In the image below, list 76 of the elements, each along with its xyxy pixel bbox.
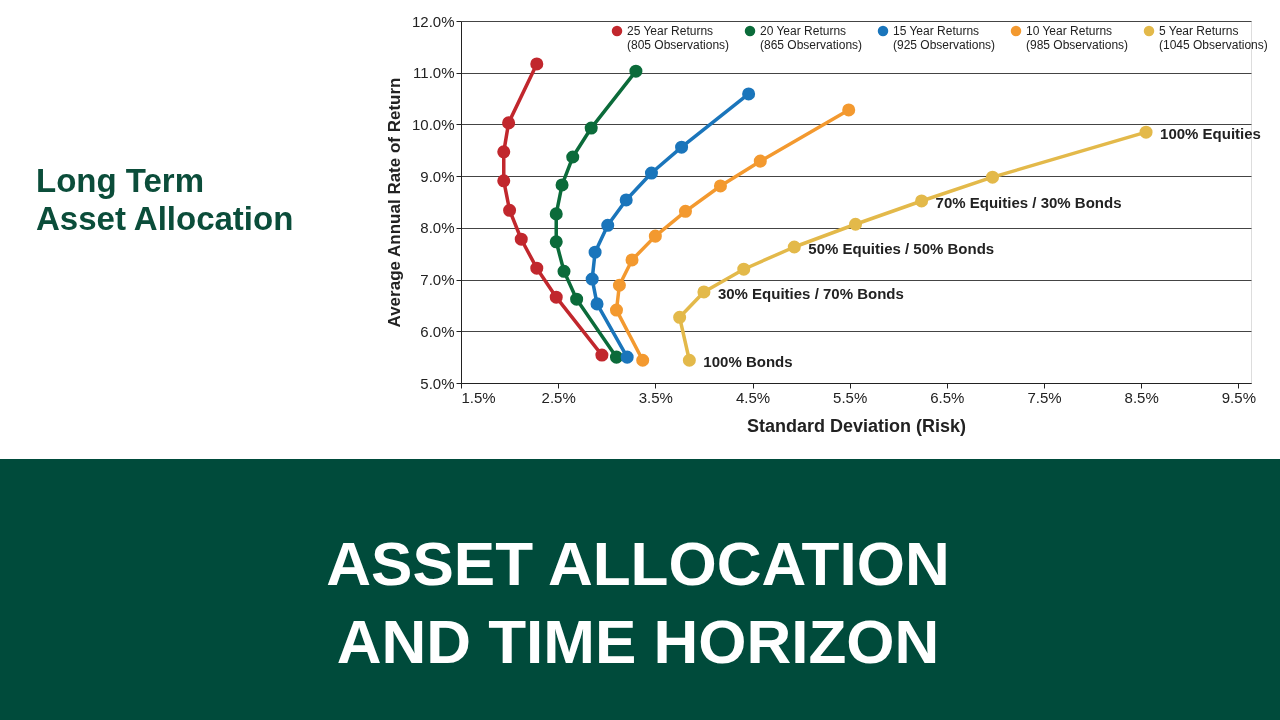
annotation: 70% Equities / 30% Bonds: [935, 193, 1122, 211]
point: [497, 145, 511, 159]
point: [612, 278, 626, 292]
legend-label: 10 Year Returns (985 Observations): [1026, 24, 1129, 52]
point: [682, 353, 696, 367]
x-tick-label: 3.5%: [638, 388, 673, 406]
point: [497, 174, 511, 188]
point: [514, 232, 528, 246]
x-axis-title: Standard Deviation (Risk): [746, 415, 967, 436]
point: [842, 103, 856, 117]
point: [629, 64, 643, 78]
point: [644, 166, 658, 180]
y-tick-label: 9.0%: [420, 167, 455, 185]
point: [590, 297, 604, 311]
point: [753, 154, 767, 168]
annotation: 100% Equities: [1160, 125, 1261, 143]
point: [673, 310, 687, 324]
x-tick-label: 6.5%: [930, 388, 965, 406]
x-tick-label: 9.5%: [1221, 388, 1256, 406]
annotation: 30% Equities / 70% Bonds: [717, 284, 904, 302]
point: [619, 193, 633, 207]
point: [737, 262, 751, 276]
point: [555, 178, 569, 192]
point: [609, 350, 623, 364]
y-tick-label: 8.0%: [420, 219, 455, 237]
text: ASSET ALLOCATION AND TIME HORIZON: [326, 529, 950, 676]
x-tick-label: 1.5%: [461, 388, 496, 406]
y-tick-label: 6.0%: [420, 322, 455, 340]
x-tick-label: 2.5%: [541, 388, 576, 406]
point: [601, 218, 615, 232]
y-tick-label: 5.0%: [420, 374, 455, 392]
point: [566, 150, 580, 164]
point: [625, 253, 639, 267]
text: Long Term Asset Allocation: [36, 162, 294, 237]
point: [648, 229, 662, 243]
point: [620, 350, 634, 364]
annotation: 100% Bonds: [703, 353, 793, 371]
point: [595, 348, 609, 362]
x-tick-label: 4.5%: [735, 388, 771, 406]
point: [1139, 125, 1153, 139]
point: [585, 272, 599, 286]
point: [986, 170, 1000, 184]
point: [549, 207, 563, 221]
point: [742, 87, 756, 101]
point: [636, 353, 650, 367]
point: [549, 235, 563, 249]
point: [502, 116, 516, 130]
point: [584, 121, 598, 135]
y-tick-label: 7.0%: [420, 271, 455, 289]
point: [503, 203, 517, 217]
x-tick-label: 8.5%: [1124, 388, 1159, 406]
point: [530, 57, 544, 71]
point: [713, 179, 727, 193]
y-axis-title: Average Annual Rate of Return: [384, 77, 404, 328]
y-tick-label: 12.0%: [411, 12, 455, 30]
point: [915, 194, 929, 208]
point: [530, 261, 544, 275]
point: [678, 204, 692, 218]
point: [675, 140, 689, 154]
annotation: 50% Equities / 50% Bonds: [808, 239, 995, 257]
point: [570, 292, 584, 306]
legend-label: 20 Year Returns (865 Observations): [760, 24, 863, 52]
point: [588, 245, 602, 259]
point: [787, 240, 801, 254]
point: [549, 290, 563, 304]
point: [609, 303, 623, 317]
legend-label: 25 Year Returns (805 Observations): [627, 24, 730, 52]
legend-label: 15 Year Returns (925 Observations): [893, 24, 996, 52]
y-tick-label: 10.0%: [411, 115, 455, 133]
point: [849, 217, 863, 231]
y-tick-label: 11.0%: [413, 64, 455, 82]
point: [557, 264, 571, 278]
legend-label: 5 Year Returns (1045 Observations): [1159, 24, 1268, 52]
x-tick-label: 5.5%: [833, 388, 868, 406]
x-tick-label: 7.5%: [1027, 388, 1062, 406]
point: [697, 285, 711, 299]
